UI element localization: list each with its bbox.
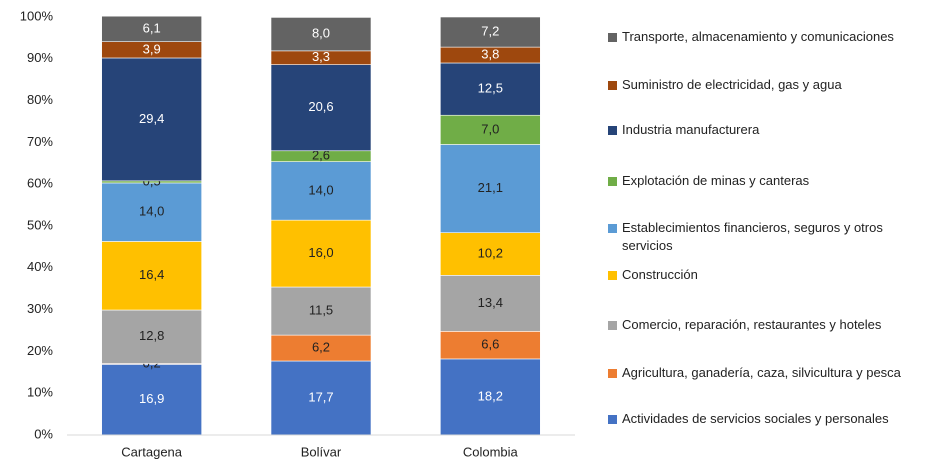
y-tick-label: 0% [34, 426, 53, 441]
y-tick-label: 30% [27, 301, 53, 316]
data-label: 6,6 [481, 337, 499, 352]
data-label: 7,0 [481, 121, 499, 136]
bar-segment [101, 309, 202, 364]
bar-segment [270, 219, 372, 288]
y-tick-label: 90% [27, 50, 53, 65]
legend-item: Industria manufacturera [608, 121, 926, 139]
data-label: 2,6 [312, 148, 330, 163]
data-label: 12,8 [139, 328, 164, 343]
legend-item: Explotación de minas y canteras [608, 172, 926, 190]
bar-segment [270, 64, 372, 152]
data-label: 17,7 [308, 389, 333, 404]
y-tick-label: 50% [27, 217, 53, 232]
bar-segment [101, 15, 202, 42]
legend-swatch [608, 33, 617, 42]
data-label: 12,5 [478, 81, 503, 96]
data-label: 6,2 [312, 339, 330, 354]
data-label: 14,0 [139, 204, 164, 219]
legend-swatch [608, 321, 617, 330]
data-label: 18,2 [478, 388, 503, 403]
legend-swatch [608, 271, 617, 280]
bar-segment [440, 114, 541, 145]
y-tick-label: 60% [27, 176, 53, 191]
legend-label: Industria manufacturera [622, 122, 760, 137]
legend-item: Establecimientos financieros, seguros y … [608, 219, 926, 255]
y-tick-label: 20% [27, 343, 53, 358]
legend-label: Agricultura, ganadería, caza, silvicultu… [622, 365, 901, 380]
data-label: 16,4 [139, 267, 164, 282]
bar-segment [270, 334, 372, 362]
legend-swatch [608, 126, 617, 135]
data-label: 21,1 [478, 180, 503, 195]
y-tick-label: 100% [20, 8, 54, 23]
bar-segment [440, 62, 541, 116]
data-label: 7,2 [481, 23, 499, 38]
bar-segment [440, 275, 541, 332]
legend-label: Transporte, almacenamiento y comunicacio… [622, 29, 894, 44]
data-label: 16,9 [139, 391, 164, 406]
legend-swatch [608, 224, 617, 233]
bar-segment [440, 16, 541, 48]
data-label: 10,2 [478, 245, 503, 260]
y-tick-label: 10% [27, 385, 53, 400]
bar-segment [101, 57, 202, 182]
y-tick-label: 80% [27, 92, 53, 107]
y-tick-label: 40% [27, 259, 53, 274]
bar-segment [440, 331, 541, 360]
data-label: 13,4 [478, 295, 503, 310]
legend-swatch [608, 177, 617, 186]
legend-swatch [608, 415, 617, 424]
y-tick-label: 70% [27, 134, 53, 149]
legend-label: Construcción [622, 267, 698, 282]
legend-swatch [608, 81, 617, 90]
bar-segment [101, 364, 202, 436]
bar-segment [440, 232, 541, 276]
data-label: 3,3 [312, 49, 330, 64]
data-label: 14,0 [308, 182, 333, 197]
legend-item: Actividades de servicios sociales y pers… [608, 410, 926, 428]
data-label: 29,4 [139, 111, 164, 126]
legend-item: Transporte, almacenamiento y comunicacio… [608, 28, 926, 46]
data-label: 16,0 [308, 245, 333, 260]
bar-segment [270, 286, 372, 336]
data-label: 6,1 [143, 20, 161, 35]
x-tick-label: Cartagena [121, 444, 182, 459]
legend-label: Establecimientos financieros, seguros y … [622, 220, 883, 253]
bar-segment [440, 358, 541, 436]
bar-segment [101, 241, 202, 311]
data-label: 3,8 [481, 46, 499, 61]
bar-segment [270, 161, 372, 221]
legend-label: Explotación de minas y canteras [622, 173, 810, 188]
legend-item: Suministro de electricidad, gas y agua [608, 76, 926, 94]
data-label: 11,5 [309, 303, 333, 318]
bar-segment [270, 360, 372, 436]
x-tick-label: Colombia [463, 444, 519, 459]
legend-label: Comercio, reparación, restaurantes y hot… [622, 317, 882, 332]
legend-item: Comercio, reparación, restaurantes y hot… [608, 316, 926, 334]
legend-item: Agricultura, ganadería, caza, silvicultu… [608, 364, 926, 382]
legend-label: Suministro de electricidad, gas y agua [622, 77, 842, 92]
legend-swatch [608, 369, 617, 378]
data-label: 20,6 [308, 99, 333, 114]
legend-label: Actividades de servicios sociales y pers… [622, 411, 889, 426]
bar-segment [101, 182, 202, 242]
x-tick-label: Bolívar [301, 444, 342, 459]
legend-item: Construcción [608, 266, 926, 284]
data-label: 8,0 [312, 26, 330, 41]
data-label: 3,9 [143, 41, 161, 56]
bar-segment [270, 17, 372, 52]
